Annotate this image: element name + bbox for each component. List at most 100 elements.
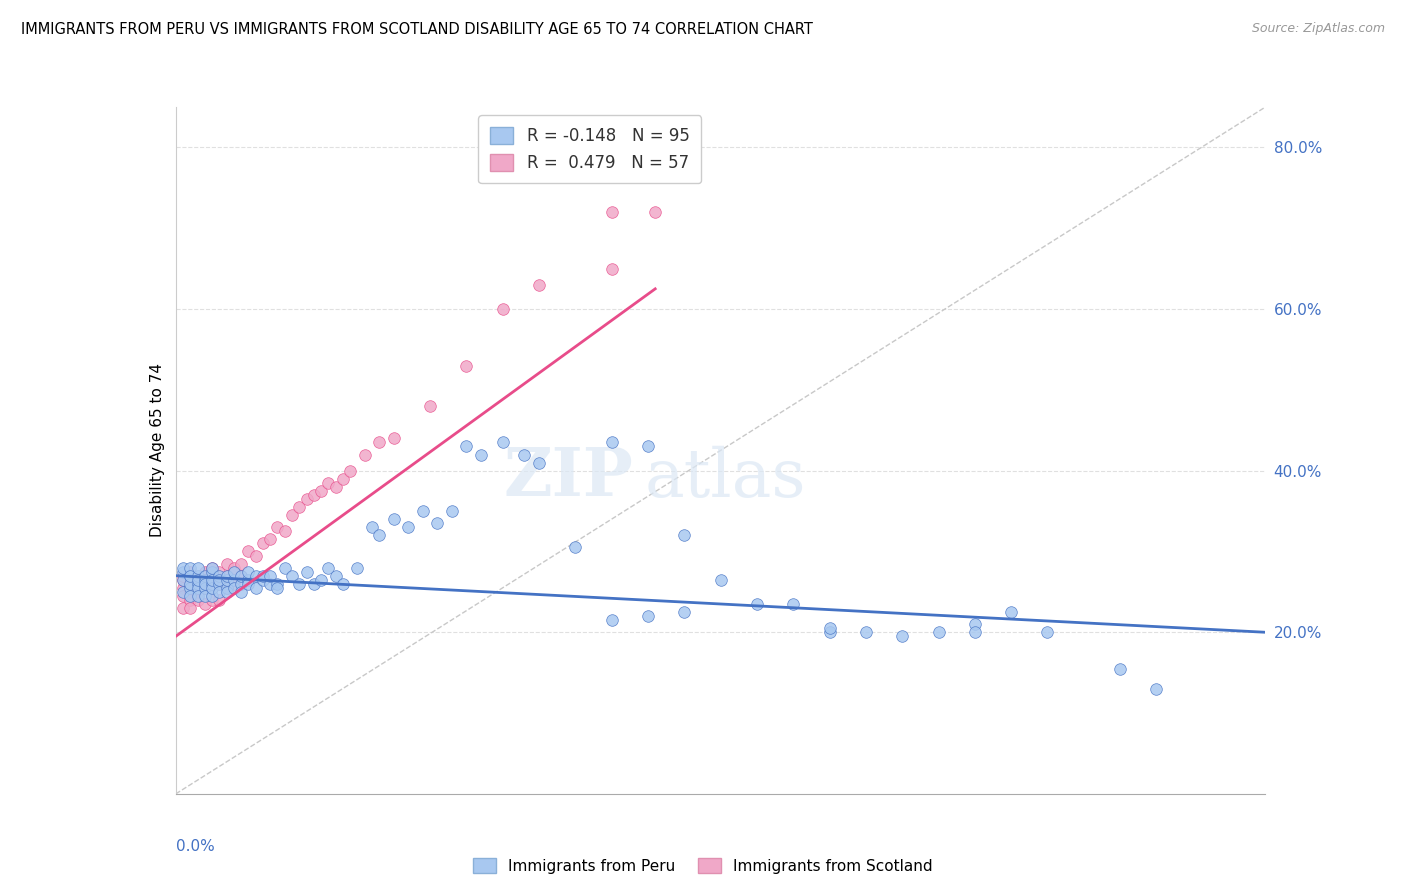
- Point: [201, 560, 224, 574]
- Point: [179, 581, 201, 595]
- Point: [295, 491, 318, 506]
- Point: [186, 576, 209, 591]
- Point: [172, 581, 194, 595]
- Point: [891, 629, 914, 643]
- Point: [208, 576, 231, 591]
- Point: [194, 589, 217, 603]
- Point: [353, 448, 375, 462]
- Point: [215, 581, 238, 595]
- Point: [782, 597, 804, 611]
- Point: [194, 565, 217, 579]
- Point: [186, 576, 209, 591]
- Point: [818, 625, 841, 640]
- Point: [186, 568, 209, 582]
- Point: [238, 576, 260, 591]
- Point: [600, 435, 623, 450]
- Point: [201, 565, 224, 579]
- Text: ZIP: ZIP: [503, 445, 633, 510]
- Point: [201, 573, 224, 587]
- Point: [172, 565, 194, 579]
- Point: [222, 560, 245, 574]
- Point: [201, 581, 224, 595]
- Point: [274, 524, 297, 539]
- Point: [325, 568, 347, 582]
- Point: [318, 475, 340, 490]
- Point: [215, 581, 238, 595]
- Text: Source: ZipAtlas.com: Source: ZipAtlas.com: [1251, 22, 1385, 36]
- Point: [172, 601, 194, 615]
- Point: [396, 520, 419, 534]
- Point: [222, 573, 245, 587]
- Point: [194, 597, 217, 611]
- Point: [1146, 681, 1168, 696]
- Point: [231, 557, 253, 571]
- Point: [382, 431, 405, 445]
- Point: [194, 568, 217, 582]
- Point: [201, 589, 224, 603]
- Point: [332, 576, 354, 591]
- Point: [215, 585, 238, 599]
- Point: [644, 205, 666, 219]
- Point: [963, 625, 986, 640]
- Point: [186, 593, 209, 607]
- Point: [309, 483, 332, 498]
- Point: [194, 573, 217, 587]
- Point: [382, 512, 405, 526]
- Point: [179, 565, 201, 579]
- Point: [201, 576, 224, 591]
- Point: [527, 456, 550, 470]
- Point: [252, 573, 274, 587]
- Text: 0.0%: 0.0%: [176, 838, 215, 854]
- Point: [172, 560, 194, 574]
- Point: [456, 359, 478, 373]
- Point: [266, 520, 288, 534]
- Point: [673, 528, 696, 542]
- Point: [208, 593, 231, 607]
- Point: [186, 560, 209, 574]
- Point: [440, 504, 463, 518]
- Point: [318, 560, 340, 574]
- Point: [368, 528, 391, 542]
- Point: [360, 520, 382, 534]
- Point: [215, 568, 238, 582]
- Point: [426, 516, 449, 531]
- Point: [201, 593, 224, 607]
- Point: [274, 560, 297, 574]
- Point: [194, 581, 217, 595]
- Point: [637, 439, 659, 453]
- Point: [1036, 625, 1059, 640]
- Point: [179, 585, 201, 599]
- Point: [513, 448, 536, 462]
- Point: [470, 448, 492, 462]
- Point: [222, 581, 245, 595]
- Point: [963, 617, 986, 632]
- Point: [302, 576, 325, 591]
- Point: [419, 399, 441, 413]
- Point: [215, 568, 238, 582]
- Point: [186, 573, 209, 587]
- Point: [745, 597, 768, 611]
- Point: [222, 576, 245, 591]
- Point: [201, 560, 224, 574]
- Point: [231, 568, 253, 582]
- Point: [368, 435, 391, 450]
- Legend: R = -0.148   N = 95, R =  0.479   N = 57: R = -0.148 N = 95, R = 0.479 N = 57: [478, 115, 702, 184]
- Point: [673, 605, 696, 619]
- Point: [281, 568, 304, 582]
- Point: [201, 581, 224, 595]
- Point: [231, 568, 253, 582]
- Point: [245, 568, 267, 582]
- Point: [492, 301, 515, 316]
- Text: atlas: atlas: [644, 445, 806, 510]
- Point: [208, 568, 231, 582]
- Point: [194, 581, 217, 595]
- Point: [281, 508, 304, 522]
- Point: [710, 573, 733, 587]
- Point: [208, 576, 231, 591]
- Point: [412, 504, 434, 518]
- Point: [527, 277, 550, 292]
- Legend: Immigrants from Peru, Immigrants from Scotland: Immigrants from Peru, Immigrants from Sc…: [467, 852, 939, 880]
- Point: [238, 565, 260, 579]
- Point: [172, 568, 194, 582]
- Point: [201, 573, 224, 587]
